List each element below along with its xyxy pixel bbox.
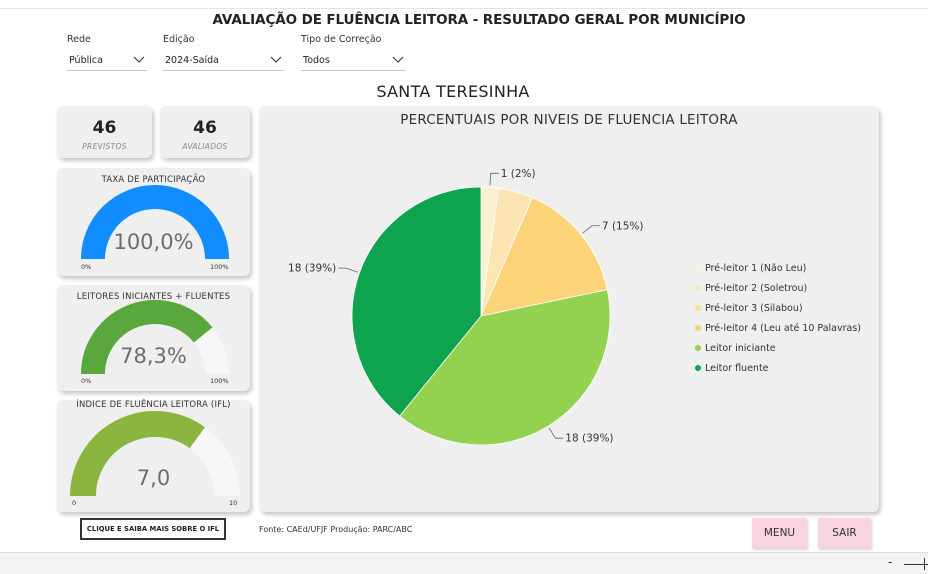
filter-rede-select[interactable]: Pública <box>67 52 147 71</box>
legend-item[interactable]: Pré-leitor 2 (Soletrou) <box>695 278 861 298</box>
chevron-down-icon <box>270 56 282 63</box>
filter-rede-label: Rede <box>67 34 91 45</box>
gauge-value: 7,0 <box>136 466 171 490</box>
chart-legend: Pré-leitor 1 (Não Leu) Pré-leitor 2 (Sole… <box>695 258 861 378</box>
gauge-min-label: 0% <box>81 377 92 385</box>
pie-slice[interactable] <box>351 186 482 417</box>
pie-slice[interactable] <box>399 289 611 446</box>
legend-item[interactable]: Pré-leitor 1 (Não Leu) <box>695 258 861 278</box>
data-label: 1 (2%) <box>501 168 536 180</box>
filter-tipo-correcao-value: Todos <box>303 55 330 66</box>
kpi-avaliados: 46 AVALIADOS <box>160 106 250 158</box>
top-divider <box>0 8 928 9</box>
gauge-fill <box>81 300 213 375</box>
zoom-slider-handle[interactable] <box>924 558 925 570</box>
gauge-min-label: 0% <box>81 263 92 271</box>
gauge-taxa-participacao: TAXA DE PARTICIPAÇÃO 100,0% 0% 100% <box>57 168 250 276</box>
kpi-avaliados-value: 46 <box>193 118 217 138</box>
legend-label: Pré-leitor 3 (Silabou) <box>705 302 803 314</box>
filter-rede[interactable]: Rede Pública <box>67 34 147 71</box>
filter-tipo-correcao[interactable]: Tipo de Correção Todos <box>301 34 406 71</box>
gauge-fill <box>70 411 205 497</box>
gauge-arc <box>81 300 229 375</box>
legend-marker <box>695 365 701 371</box>
legend-marker <box>695 325 701 331</box>
legend-label: Pré-leitor 2 (Soletrou) <box>705 282 808 294</box>
status-bar <box>0 552 928 574</box>
pie-chart: 1 (2%) 7 (15%) 18 (39%) 18 (39%) <box>288 168 644 446</box>
legend-item[interactable]: Pré-leitor 4 (Leu até 10 Palavras) <box>695 318 861 338</box>
filter-edicao-value: 2024-Saída <box>165 55 219 66</box>
page-title: AVALIAÇÃO DE FLUÊNCIA LEITORA - RESULTAD… <box>212 12 746 28</box>
chevron-down-icon <box>133 56 145 63</box>
gauge-value: 100,0% <box>113 230 194 254</box>
data-label: 7 (15%) <box>602 220 644 232</box>
data-label-leader <box>489 172 499 186</box>
data-label-leader <box>582 225 600 234</box>
pie-slice[interactable] <box>480 197 608 317</box>
zoom-out-button[interactable]: - <box>888 555 893 569</box>
filter-edicao[interactable]: Edição 2024-Saída <box>163 34 284 71</box>
zoom-slider-track[interactable] <box>904 564 928 565</box>
filter-tipo-correcao-select[interactable]: Todos <box>301 52 406 71</box>
legend-marker <box>695 345 701 351</box>
kpi-previstos-label: PREVISTOS <box>82 142 127 151</box>
gauge-title: TAXA DE PARTICIPAÇÃO <box>101 175 206 185</box>
filter-tipo-correcao-label: Tipo de Correção <box>301 34 382 45</box>
kpi-previstos-value: 46 <box>92 118 117 138</box>
data-label: 18 (39%) <box>288 263 336 275</box>
gauge-max-label: 10 <box>229 499 238 507</box>
legend-item[interactable]: Pré-leitor 3 (Silabou) <box>695 298 861 318</box>
legend-marker <box>695 285 701 291</box>
filter-edicao-label: Edição <box>163 34 195 45</box>
sair-button[interactable]: SAIR <box>818 518 871 548</box>
legend-item[interactable]: Leitor fluente <box>695 358 861 378</box>
municipality-name: SANTA TERESINHA <box>376 82 530 101</box>
chart-title: PERCENTUAIS POR NIVEIS DE FLUENCIA LEITO… <box>400 112 738 128</box>
pie-chart-card: PERCENTUAIS POR NIVEIS DE FLUENCIA LEITO… <box>259 106 879 512</box>
gauge-arc <box>70 411 240 497</box>
gauge-leitores-iniciantes-fluentes: LEITORES INICIANTES + FLUENTES 78,3% 0% … <box>57 285 250 391</box>
source-text: Fonte: CAEd/UFJF Produção: PARC/ABC <box>259 525 413 534</box>
data-label-leader <box>548 427 564 439</box>
legend-marker <box>695 265 701 271</box>
data-label: 18 (39%) <box>565 433 613 445</box>
legend-label: Leitor fluente <box>705 362 769 374</box>
gauge-min-label: 0 <box>72 499 77 507</box>
gauge-arc <box>81 185 229 260</box>
kpi-avaliados-label: AVALIADOS <box>182 142 228 151</box>
gauge-fill <box>81 185 229 260</box>
gauge-title: ÍNDICE DE FLUÊNCIA LEITORA (IFL) <box>76 400 231 410</box>
gauge-max-label: 100% <box>210 263 229 271</box>
legend-label: Leitor iniciante <box>705 342 776 354</box>
filter-rede-value: Pública <box>69 55 103 66</box>
ifl-info-button[interactable]: CLIQUE E SAIBA MAIS SOBRE O IFL <box>80 518 226 540</box>
gauge-indice-fluencia-leitora: ÍNDICE DE FLUÊNCIA LEITORA (IFL) 7,0 0 1… <box>57 400 250 512</box>
legend-marker <box>695 305 701 311</box>
legend-item[interactable]: Leitor iniciante <box>695 338 861 358</box>
legend-label: Pré-leitor 1 (Não Leu) <box>705 262 807 274</box>
gauge-value: 78,3% <box>120 344 187 368</box>
legend-label: Pré-leitor 4 (Leu até 10 Palavras) <box>705 322 862 334</box>
gauge-title: LEITORES INICIANTES + FLUENTES <box>76 292 231 302</box>
kpi-previstos: 46 PREVISTOS <box>57 106 152 158</box>
filter-edicao-select[interactable]: 2024-Saída <box>163 52 284 71</box>
menu-button[interactable]: MENU <box>752 518 807 548</box>
chevron-down-icon <box>392 56 404 63</box>
gauge-max-label: 100% <box>210 377 229 385</box>
data-label-leader <box>338 267 358 273</box>
